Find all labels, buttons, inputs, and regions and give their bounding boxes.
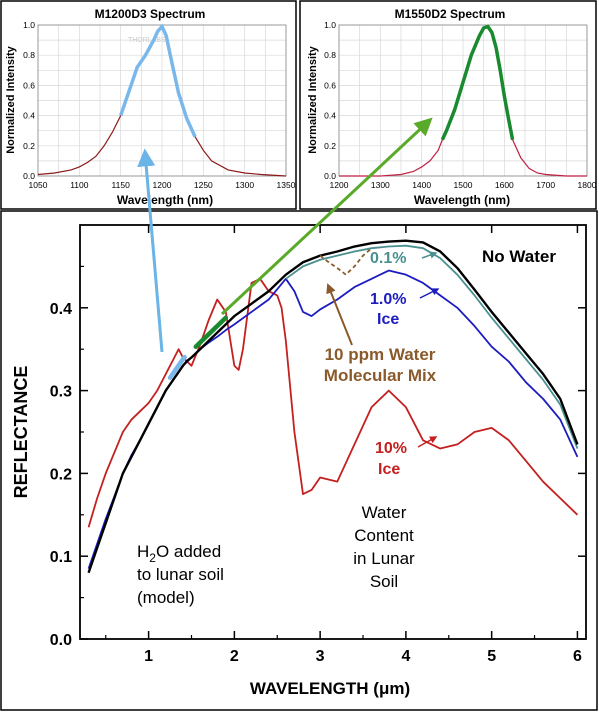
inset1-y-axis-label: Normalized Intensity — [5, 45, 17, 153]
highlight-segment — [167, 354, 187, 381]
label-water-line3: in Lunar — [353, 549, 415, 568]
y-tick-label: 1.0 — [324, 20, 336, 30]
label-1-percent-ice: Ice — [377, 311, 399, 328]
x-tick-label: 1300 — [371, 180, 390, 190]
main-x-axis-label: WAVELENGTH (μm) — [250, 679, 410, 698]
label-ppm-line1: 10 ppm Water — [325, 345, 436, 364]
x-tick-label: 1400 — [412, 180, 431, 190]
inset1-x-tick-labels: 1050 1100 1150 1200 1250 1300 1350 — [29, 180, 296, 190]
arrow-1-percent — [419, 288, 440, 299]
x-tick-label: 1250 — [194, 180, 213, 190]
x-tick-label: 1100 — [70, 180, 89, 190]
main-x-ticks: 1 2 3 4 5 6 — [105, 225, 582, 665]
x-tick-label: 1600 — [495, 180, 514, 190]
label-water-line1: Water — [362, 503, 407, 522]
arrow-10-percent — [417, 436, 438, 448]
inset2-y-tick-labels: 0.0 0.2 0.4 0.6 0.8 1.0 — [324, 20, 336, 181]
x-tick-label: 1150 — [112, 180, 131, 190]
x-tick-label: 6 — [573, 648, 582, 665]
main-series-group — [87, 239, 579, 574]
y-tick-label: 0.4 — [324, 111, 336, 121]
inset2-x-tick-labels: 1200 1300 1400 1500 1600 1700 1800 — [330, 180, 597, 190]
inset1-highlight-segment — [119, 23, 197, 138]
x-tick-label: 3 — [316, 648, 325, 665]
inset-chart-m1550d2: M1550D2 Spectrum 1200 1300 1400 1500 1600 170… — [299, 0, 597, 210]
x-tick-label: 1 — [144, 648, 153, 665]
label-water-line2: Content — [354, 526, 414, 545]
main-highlight-segments — [167, 315, 229, 381]
x-tick-label: 5 — [487, 648, 496, 665]
y-tick-label: 0.2 — [50, 466, 72, 483]
label-ppm-line2: Molecular Mix — [324, 366, 437, 385]
main-y-ticks: 0.0 0.1 0.2 0.3 0.4 — [50, 265, 586, 649]
series-no-water — [87, 239, 579, 574]
label-no-water: No Water — [482, 247, 556, 266]
x-tick-label: 1500 — [454, 180, 473, 190]
y-tick-label: 1.0 — [23, 20, 35, 30]
label-10-percent-ice: Ice — [378, 461, 400, 478]
y-tick-label: 0.4 — [23, 111, 35, 121]
highlight-segment — [193, 315, 229, 349]
label-10-percent: 10% — [375, 440, 407, 457]
y-tick-label: 0.0 — [50, 632, 72, 649]
label-water-line4: Soil — [370, 572, 398, 591]
label-h2o-line3: (model) — [137, 588, 195, 607]
label-h2o-model: H2O added to lunar soil (model) — [137, 542, 224, 607]
x-tick-label: 1800 — [578, 180, 597, 190]
inset2-frame — [299, 0, 597, 210]
connector-arrow-green — [220, 117, 433, 316]
label-0-1-percent: 0.1% — [370, 250, 406, 267]
series-10-ice — [87, 277, 579, 528]
y-tick-label: 0.8 — [23, 50, 35, 60]
y-tick-label: 0.2 — [324, 141, 336, 151]
x-tick-label: 1050 — [29, 180, 48, 190]
y-tick-label: 0.1 — [50, 549, 72, 566]
connector-arrow-blue — [137, 148, 164, 353]
label-h2o-line2: to lunar soil — [137, 565, 224, 584]
inset2-highlight-segment — [440, 24, 515, 141]
y-tick-label: 0.6 — [324, 80, 336, 90]
x-tick-label: 4 — [401, 648, 410, 665]
y-tick-label: 0.2 — [23, 141, 35, 151]
label-water-content: Water Content in Lunar Soil — [353, 503, 415, 591]
inset2-grid — [338, 24, 588, 177]
label-h2o-line1: H2O added — [137, 542, 221, 565]
label-1-percent: 1.0% — [370, 291, 406, 308]
inset1-y-tick-labels: 0.0 0.2 0.4 0.6 0.8 1.0 — [23, 20, 35, 181]
y-tick-label: 0.4 — [50, 301, 72, 318]
y-tick-label: 0.0 — [23, 171, 35, 181]
x-tick-label: 1300 — [235, 180, 254, 190]
main-y-axis-label: REFLECTANCE — [11, 366, 31, 499]
arrow-ppm — [326, 283, 353, 346]
y-tick-label: 0.6 — [23, 80, 35, 90]
arrow-0-1-percent — [421, 251, 438, 259]
inset2-x-axis-label: Wavelength (nm) — [414, 193, 510, 207]
inset2-title: M1550D2 Spectrum — [395, 7, 506, 21]
series-10-ppm-water-molecular-mix — [319, 247, 373, 276]
inset1-frame — [0, 0, 297, 210]
x-tick-label: 1700 — [536, 180, 555, 190]
y-tick-label: 0.8 — [324, 50, 336, 60]
inset-chart-m1200d3: M1200D3 Spectrum THORLABS 1050 1100 1150 12… — [0, 0, 297, 210]
y-tick-label: 0.3 — [50, 384, 72, 401]
x-tick-label: 1200 — [330, 180, 349, 190]
y-tick-label: 0.0 — [324, 171, 336, 181]
x-tick-label: 2 — [230, 648, 239, 665]
inset1-watermark: THORLABS — [128, 37, 166, 44]
inset1-title: M1200D3 Spectrum — [95, 7, 206, 21]
inset1-x-axis-label: Wavelength (nm) — [117, 193, 213, 207]
x-tick-label: 1350 — [277, 180, 296, 190]
main-reflectance-chart: 1 2 3 4 5 6 0.0 0.1 0.2 0.3 0.4 WAVELENGTH (μm) R… — [0, 210, 598, 711]
inset2-y-axis-label: Normalized Intensity — [307, 45, 319, 153]
plot-border — [338, 24, 588, 177]
x-tick-label: 1200 — [153, 180, 172, 190]
